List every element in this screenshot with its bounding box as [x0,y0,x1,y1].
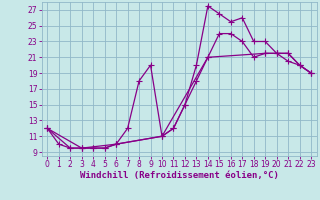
X-axis label: Windchill (Refroidissement éolien,°C): Windchill (Refroidissement éolien,°C) [80,171,279,180]
